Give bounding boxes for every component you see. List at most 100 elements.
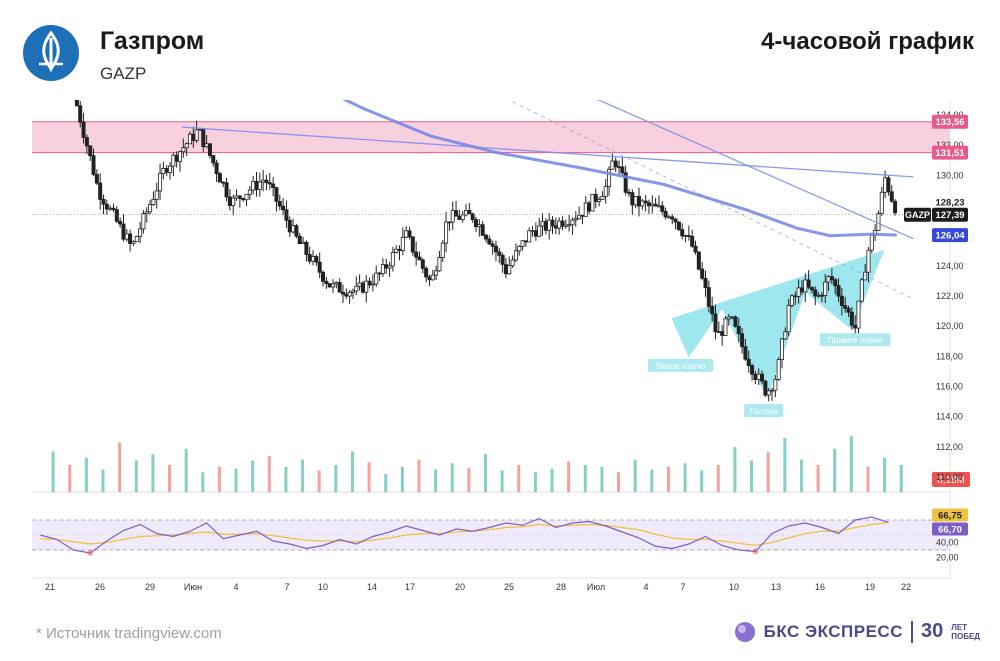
candle-body xyxy=(151,198,156,205)
volume-bar xyxy=(799,459,803,492)
candle-body xyxy=(397,248,402,252)
candle-body xyxy=(676,221,681,230)
candle-body xyxy=(334,282,339,285)
candle-body xyxy=(550,219,555,227)
moving-average-line xyxy=(342,100,897,238)
candle-body xyxy=(430,274,435,281)
candle-body xyxy=(663,210,668,218)
candle-body xyxy=(563,224,568,227)
candle-body xyxy=(404,230,409,238)
volume-bar xyxy=(583,465,587,492)
rsi-tick-label: 40,00 xyxy=(936,538,959,548)
candle-body xyxy=(124,233,129,240)
y-tick-label: 112,00 xyxy=(936,442,963,452)
candle-body xyxy=(324,280,329,284)
candle-body xyxy=(723,318,728,336)
volume-bar xyxy=(733,447,737,492)
volume-bar xyxy=(483,454,487,492)
candle-body xyxy=(740,333,745,348)
candle-body xyxy=(307,254,312,262)
candle-body xyxy=(301,241,306,245)
x-tick-label: 4 xyxy=(233,582,238,592)
candle-body xyxy=(158,173,163,192)
candle-body xyxy=(464,210,469,216)
y-tick-label: 110,00 xyxy=(936,472,963,482)
rsi-label-bg xyxy=(932,508,968,522)
candle-body xyxy=(231,197,236,206)
candle-body xyxy=(537,225,542,237)
candle-body xyxy=(680,229,685,237)
candle-body xyxy=(527,230,532,243)
volume-layer xyxy=(51,436,903,492)
candle-body xyxy=(803,279,808,293)
candle-body xyxy=(636,196,641,207)
volume-bar xyxy=(350,451,354,492)
candle-body xyxy=(853,324,858,329)
candle-body xyxy=(321,271,326,282)
candle-body xyxy=(357,282,362,287)
candle-body xyxy=(703,277,708,288)
volume-bar xyxy=(866,466,870,492)
candle-body xyxy=(670,216,675,220)
candle-body xyxy=(726,316,731,320)
volume-bar xyxy=(633,459,637,492)
candle-body xyxy=(503,264,508,275)
volume-bar xyxy=(766,452,770,492)
candle-body xyxy=(813,289,818,297)
annotation-label-1: Левое плечо xyxy=(656,361,706,371)
candle-body xyxy=(337,282,342,293)
candle-body xyxy=(643,200,648,204)
volume-bar xyxy=(168,465,172,492)
candle-body xyxy=(706,287,711,307)
volume-bar xyxy=(134,460,138,492)
candle-body xyxy=(374,272,379,285)
candle-body xyxy=(603,186,608,197)
candle-body xyxy=(693,245,698,253)
candle-body xyxy=(823,281,828,296)
candle-body xyxy=(197,128,202,131)
volume-bar xyxy=(883,457,887,492)
candle-body xyxy=(474,219,479,228)
candle-body xyxy=(81,121,86,138)
price-label: 131,51 xyxy=(935,148,965,159)
candle-body xyxy=(507,265,512,275)
x-tick-label: 4 xyxy=(643,582,648,592)
x-tick-label: 28 xyxy=(556,582,566,592)
candle-body xyxy=(833,279,838,287)
price-label-bg xyxy=(932,207,968,222)
candle-body xyxy=(271,183,276,188)
candle-body xyxy=(417,256,422,261)
volume-bar xyxy=(400,466,404,492)
candle-body xyxy=(98,182,103,200)
candle-body xyxy=(710,305,715,315)
candle-body xyxy=(460,214,465,220)
candle-body xyxy=(171,154,176,167)
candle-body xyxy=(370,283,375,286)
candle-body xyxy=(859,279,864,302)
volume-bar xyxy=(500,470,504,492)
candle-body xyxy=(91,155,96,175)
candle-body xyxy=(141,213,146,230)
candle-body xyxy=(750,365,755,375)
candle-body xyxy=(650,203,655,207)
volume-bar xyxy=(201,472,205,492)
volume-bar xyxy=(217,466,221,492)
candle-body xyxy=(88,145,93,157)
candle-body xyxy=(387,265,392,269)
candle-body xyxy=(407,230,412,238)
candle-body xyxy=(607,168,612,187)
candle-body xyxy=(277,200,282,207)
candle-body xyxy=(257,181,262,190)
candle-body xyxy=(224,182,229,198)
candle-body xyxy=(297,235,302,245)
candle-body xyxy=(114,209,119,222)
candle-body xyxy=(623,172,628,193)
y-tick-label: 122,00 xyxy=(936,291,964,301)
candle-body xyxy=(819,294,824,297)
candle-body xyxy=(350,290,355,293)
price-label: 128,23 xyxy=(935,198,964,209)
y-tick-label: 120,00 xyxy=(936,321,964,331)
x-tick-label: 19 xyxy=(865,582,875,592)
volume-bar xyxy=(284,466,288,492)
candle-body xyxy=(161,168,166,174)
